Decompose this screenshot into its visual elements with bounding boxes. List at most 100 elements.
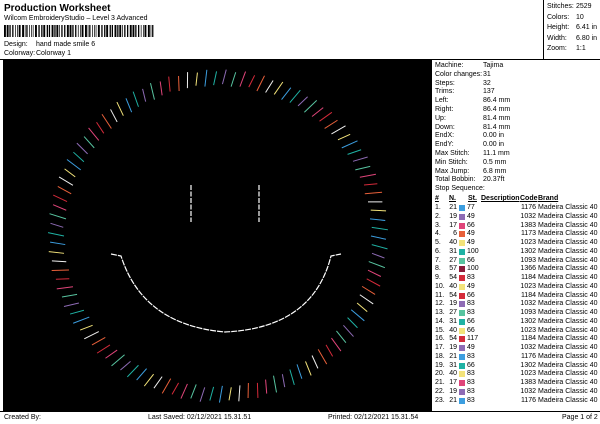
color-swatch <box>459 275 465 281</box>
row-number: 13. <box>435 309 445 316</box>
row-number: 2. <box>435 212 441 220</box>
summary-label: Stitches: <box>547 3 574 10</box>
code: 1023 <box>520 282 536 290</box>
column-header: # <box>435 195 439 202</box>
stitches: 83 <box>467 274 475 281</box>
brand: Madeira Classic 40 <box>538 221 598 229</box>
brand: Madeira Classic 40 <box>538 326 598 334</box>
code: 1093 <box>520 256 536 264</box>
brand: Madeira Classic 40 <box>538 335 598 343</box>
brand: Madeira Classic 40 <box>538 274 598 281</box>
needle: 54 <box>449 274 457 281</box>
info-label: Steps: <box>435 79 455 87</box>
needle: 21 <box>449 396 457 404</box>
needle: 40 <box>449 370 457 378</box>
color-swatch <box>459 205 465 211</box>
brand: Madeira Classic 40 <box>538 379 598 386</box>
code: 1302 <box>520 361 536 369</box>
needle: 17 <box>449 221 457 229</box>
code: 1184 <box>520 291 536 299</box>
brand: Madeira Classic 40 <box>538 317 598 325</box>
code: 1302 <box>520 317 536 325</box>
brand: Madeira Classic 40 <box>538 256 598 264</box>
color-swatch <box>459 248 465 255</box>
code: 1032 <box>520 300 536 308</box>
stitches: 83 <box>467 396 475 404</box>
row-number: 14. <box>435 317 445 325</box>
summary-label: Zoom: <box>547 45 567 52</box>
stop-sequence-title: Stop Sequence: <box>435 185 485 192</box>
color-swatch <box>459 213 465 220</box>
info-label: Min Stitch: <box>435 158 468 166</box>
info-value: 0.00 in <box>483 132 505 140</box>
summary-value: 6.80 in <box>576 34 598 42</box>
summary-value: 2529 <box>576 3 592 10</box>
summary-value: 10 <box>576 13 584 21</box>
code: 1032 <box>520 212 536 220</box>
code: 1176 <box>520 352 536 360</box>
stitches: 117 <box>467 335 479 343</box>
colorway-name: Colorway 1 <box>36 50 72 57</box>
info-label: Trims: <box>435 88 455 96</box>
color-swatch <box>459 353 465 360</box>
design-name: hand made smile 6 <box>36 41 96 48</box>
stitches: 49 <box>467 212 475 220</box>
info-label: Max Jump: <box>435 167 470 175</box>
needle: 40 <box>449 326 457 334</box>
row-number: 16. <box>435 335 445 343</box>
brand: Madeira Classic 40 <box>538 387 598 395</box>
brand: Madeira Classic 40 <box>538 212 598 220</box>
info-value: 0.00 in <box>483 141 505 149</box>
summary-value: 1:1 <box>576 45 586 52</box>
column-header: St. <box>468 195 477 202</box>
stitches: 77 <box>467 204 475 211</box>
color-swatch <box>459 266 465 273</box>
stitches: 49 <box>467 282 475 290</box>
needle: 17 <box>449 379 457 386</box>
summary-label: Width: <box>547 34 567 42</box>
info-label: Total Bobbin: <box>435 176 476 184</box>
stitches: 66 <box>467 256 475 264</box>
color-swatch <box>459 362 465 369</box>
row-number: 17. <box>435 344 445 351</box>
needle: 40 <box>449 239 457 246</box>
code: 1383 <box>520 221 536 229</box>
info-value: Tajima <box>483 62 504 69</box>
code: 1366 <box>520 265 536 273</box>
code: 1173 <box>520 230 536 238</box>
color-swatch <box>459 371 465 378</box>
brand: Madeira Classic 40 <box>538 230 598 238</box>
color-swatch <box>459 292 465 299</box>
stitches: 66 <box>467 361 475 369</box>
column-header: Brand <box>538 195 559 202</box>
brand: Madeira Classic 40 <box>538 370 598 378</box>
code: 1184 <box>520 335 536 343</box>
brand: Madeira Classic 40 <box>538 247 598 255</box>
created-by: Created By: <box>4 414 41 421</box>
code: 1032 <box>520 344 536 351</box>
code: 1023 <box>520 370 536 378</box>
row-number: 6. <box>435 247 441 255</box>
stitches: 100 <box>467 247 479 255</box>
brand: Madeira Classic 40 <box>538 265 598 273</box>
code: 1302 <box>520 247 536 255</box>
stitches: 83 <box>467 379 475 386</box>
design-label: Design: <box>4 41 28 48</box>
row-number: 8. <box>435 265 441 273</box>
stitches: 66 <box>467 291 475 299</box>
colorway-label: Colorway: <box>4 50 36 57</box>
needle: 27 <box>449 309 457 316</box>
info-value: 11.1 mm <box>483 150 510 157</box>
printed: Printed: 02/12/2021 15.31.54 <box>328 414 419 421</box>
brand: Madeira Classic 40 <box>538 239 598 246</box>
row-number: 15. <box>435 326 445 334</box>
design-preview <box>3 60 431 411</box>
brand: Madeira Classic 40 <box>538 282 598 290</box>
info-label: Up: <box>435 114 446 122</box>
last-saved: Last Saved: 02/12/2021 15.31.51 <box>148 414 252 421</box>
info-label: Right: <box>435 106 454 113</box>
info-value: 20.37ft <box>483 176 505 184</box>
info-value: 6.8 mm <box>483 167 507 175</box>
info-label: EndX: <box>435 132 455 140</box>
column-header: Code <box>520 195 538 202</box>
